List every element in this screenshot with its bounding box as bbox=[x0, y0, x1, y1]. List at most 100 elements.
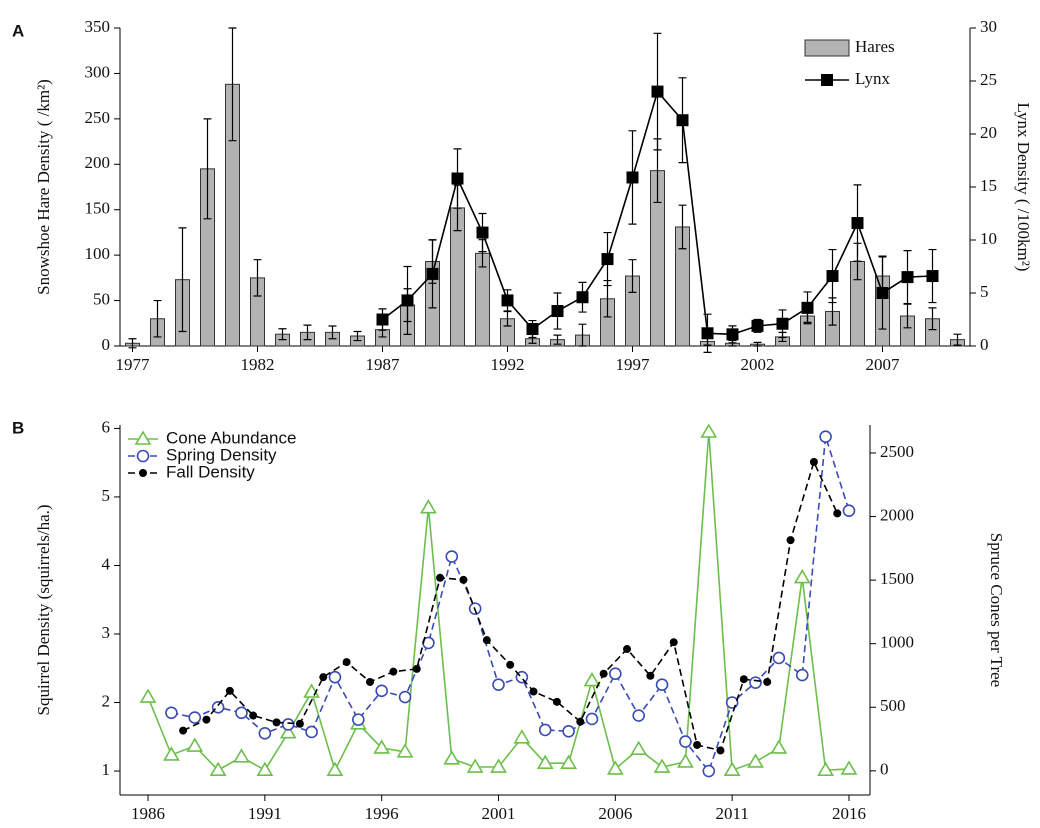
x-tick-label: 1996 bbox=[365, 804, 399, 823]
error-bar bbox=[578, 323, 587, 347]
error-bar bbox=[178, 227, 187, 333]
data-point bbox=[793, 568, 811, 584]
data-point bbox=[279, 724, 297, 739]
data-point bbox=[653, 758, 671, 773]
data-point bbox=[716, 746, 725, 755]
data-point bbox=[412, 664, 421, 673]
data-point bbox=[676, 114, 689, 127]
x-tick-label: 1987 bbox=[366, 355, 401, 374]
data-point bbox=[701, 327, 714, 340]
data-point bbox=[396, 743, 414, 758]
y-axis-label: Snowshoe Hare Density ( /km²) bbox=[34, 79, 53, 295]
error-bar bbox=[628, 259, 637, 293]
y2-tick-label: 0 bbox=[880, 760, 889, 779]
data-point bbox=[623, 645, 632, 654]
data-point bbox=[233, 748, 250, 763]
data-point bbox=[445, 550, 459, 563]
data-point bbox=[235, 706, 248, 720]
data-point bbox=[801, 301, 814, 314]
data-point bbox=[526, 323, 539, 336]
data-point bbox=[352, 713, 365, 726]
data-point bbox=[319, 673, 328, 682]
x-tick-label: 2016 bbox=[832, 804, 866, 823]
error-bar bbox=[253, 259, 262, 297]
data-point bbox=[700, 423, 718, 438]
data-point bbox=[163, 746, 180, 761]
data-point bbox=[551, 305, 564, 318]
data-point bbox=[632, 709, 645, 722]
data-point bbox=[851, 217, 864, 230]
data-point bbox=[513, 729, 531, 744]
data-point bbox=[482, 636, 491, 645]
data-point bbox=[776, 317, 789, 330]
data-point bbox=[560, 754, 577, 770]
data-point bbox=[601, 253, 614, 266]
x-tick-label: 2006 bbox=[598, 804, 632, 823]
data-point bbox=[926, 270, 939, 283]
data-point bbox=[492, 678, 505, 691]
data-point bbox=[840, 760, 858, 775]
error-bar bbox=[203, 118, 212, 220]
data-point bbox=[770, 739, 788, 754]
y-tick-label: 50 bbox=[93, 289, 110, 308]
data-point bbox=[536, 754, 554, 770]
data-point bbox=[258, 727, 272, 740]
error-bar bbox=[303, 324, 312, 341]
data-point bbox=[305, 725, 318, 739]
data-point bbox=[443, 750, 461, 765]
data-point bbox=[506, 660, 515, 669]
x-tick-label: 1997 bbox=[616, 355, 651, 374]
legend-label: Lynx bbox=[855, 69, 890, 88]
data-point bbox=[272, 718, 281, 727]
y-tick-label: 5 bbox=[102, 486, 111, 505]
data-point bbox=[583, 671, 601, 687]
data-point bbox=[786, 536, 795, 545]
data-point bbox=[677, 753, 694, 768]
y-tick-label: 250 bbox=[85, 108, 111, 127]
error-bar bbox=[228, 27, 237, 142]
data-point bbox=[626, 171, 639, 184]
data-point bbox=[529, 687, 538, 696]
x-tick-label: 2002 bbox=[741, 355, 775, 374]
data-point bbox=[225, 686, 234, 695]
data-point bbox=[552, 697, 561, 706]
data-point bbox=[606, 760, 624, 775]
panel-label: B bbox=[12, 418, 24, 437]
data-point bbox=[186, 737, 204, 752]
data-point bbox=[401, 294, 414, 307]
y2-tick-label: 1500 bbox=[880, 569, 914, 588]
data-point bbox=[725, 696, 739, 709]
y-tick-label: 350 bbox=[85, 17, 111, 36]
series-line bbox=[182, 459, 839, 752]
data-point bbox=[476, 226, 489, 239]
data-point bbox=[211, 700, 225, 714]
y2-tick-label: 25 bbox=[980, 70, 997, 89]
data-point bbox=[436, 573, 445, 582]
data-point bbox=[747, 753, 764, 768]
y-tick-label: 1 bbox=[102, 760, 111, 779]
y2-tick-label: 20 bbox=[980, 123, 997, 142]
data-point bbox=[562, 724, 575, 738]
data-point bbox=[763, 677, 772, 686]
x-tick-label: 1986 bbox=[131, 804, 165, 823]
legend-marker bbox=[821, 74, 833, 86]
data-point bbox=[842, 504, 856, 517]
error-bar bbox=[753, 341, 762, 347]
data-point bbox=[188, 711, 202, 724]
data-point bbox=[256, 761, 274, 777]
data-point bbox=[679, 735, 692, 748]
error-bar bbox=[553, 334, 562, 345]
y2-axis-label: Lynx Density ( /100km²) bbox=[1014, 103, 1033, 272]
data-point bbox=[609, 667, 622, 681]
y2-tick-label: 5 bbox=[980, 282, 989, 301]
error-bar bbox=[678, 204, 687, 250]
data-point bbox=[459, 575, 468, 584]
y2-tick-label: 30 bbox=[980, 17, 997, 36]
data-point bbox=[373, 739, 391, 754]
x-tick-label: 2007 bbox=[866, 355, 901, 374]
y-axis-label: Squirrel Density (squirrels/ha.) bbox=[34, 504, 53, 715]
x-tick-label: 1977 bbox=[116, 355, 151, 374]
y2-tick-label: 15 bbox=[980, 176, 997, 195]
data-point bbox=[876, 287, 889, 299]
